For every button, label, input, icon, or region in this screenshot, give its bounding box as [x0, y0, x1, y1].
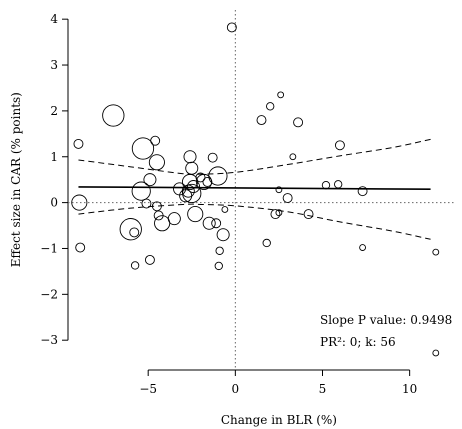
data-point — [131, 137, 155, 160]
data-point — [270, 209, 281, 220]
data-point — [266, 102, 275, 111]
data-point — [359, 244, 366, 251]
x-tick-label: 5 — [319, 382, 327, 396]
data-point — [262, 238, 271, 248]
data-point — [179, 189, 193, 203]
data-point — [208, 166, 228, 186]
data-point — [182, 183, 202, 204]
data-point — [150, 135, 161, 146]
data-point — [303, 209, 314, 220]
ci-lower-line — [78, 203, 431, 240]
regression-line-group — [78, 186, 431, 191]
data-point — [256, 115, 267, 126]
data-point — [71, 194, 88, 211]
data-point — [289, 153, 297, 161]
data-point — [221, 206, 229, 213]
data-point — [195, 172, 206, 183]
data-point — [148, 154, 165, 171]
data-points — [71, 22, 440, 357]
data-point — [215, 246, 224, 255]
data-point — [275, 186, 283, 194]
data-point — [202, 177, 213, 187]
data-point — [282, 193, 293, 203]
data-point — [187, 206, 204, 223]
data-point — [432, 248, 440, 256]
data-point — [277, 91, 285, 99]
data-point — [185, 161, 199, 175]
data-point — [226, 22, 237, 33]
data-point — [357, 186, 368, 197]
axes — [62, 18, 411, 376]
y-axis-title: Effect size in CAR (% points) — [9, 92, 23, 267]
ci-upper-line — [78, 138, 431, 175]
confidence-band — [78, 138, 431, 240]
data-point — [151, 201, 162, 212]
data-point — [75, 242, 86, 253]
data-point — [183, 150, 197, 164]
data-point — [73, 138, 84, 149]
reference-lines — [68, 10, 454, 370]
y-tick-label: 3 — [50, 58, 58, 72]
data-point — [432, 349, 440, 357]
y-tick-label: 4 — [50, 12, 58, 26]
data-point — [131, 181, 151, 201]
data-point — [211, 218, 222, 229]
data-point — [334, 180, 343, 189]
y-tick-label: −3 — [40, 333, 58, 347]
data-point — [143, 173, 157, 187]
slope-p-value-annotation: Slope P value: 0.9498 — [320, 313, 452, 327]
data-point — [167, 212, 181, 226]
data-point — [102, 104, 125, 127]
data-point — [214, 261, 223, 271]
data-point — [130, 261, 140, 270]
tick-labels: −3 −2 −1 0 1 2 3 4 −5 0 5 10 — [40, 12, 417, 396]
data-point — [216, 228, 230, 242]
x-tick-label: 0 — [232, 382, 240, 396]
data-point — [334, 140, 345, 151]
data-point — [275, 209, 283, 217]
x-tick-label: −5 — [139, 382, 157, 396]
data-point — [141, 198, 152, 209]
data-point — [129, 227, 140, 238]
data-point — [119, 218, 142, 241]
x-axis-title: Change in BLR (%) — [221, 413, 337, 427]
data-point — [321, 181, 331, 190]
y-tick-label: 1 — [50, 150, 58, 164]
regression-line — [78, 186, 431, 191]
data-point — [187, 180, 201, 194]
data-point — [293, 117, 304, 128]
x-tick-label: 10 — [402, 382, 417, 396]
data-point — [207, 152, 218, 163]
data-point — [202, 216, 216, 230]
y-tick-label: 0 — [50, 196, 58, 210]
y-tick-label: −1 — [40, 241, 58, 255]
y-tick-label: 2 — [50, 104, 58, 118]
pr2-k-annotation: PR²: 0; k: 56 — [320, 335, 396, 349]
data-point — [144, 254, 155, 265]
y-tick-label: −2 — [40, 287, 58, 301]
